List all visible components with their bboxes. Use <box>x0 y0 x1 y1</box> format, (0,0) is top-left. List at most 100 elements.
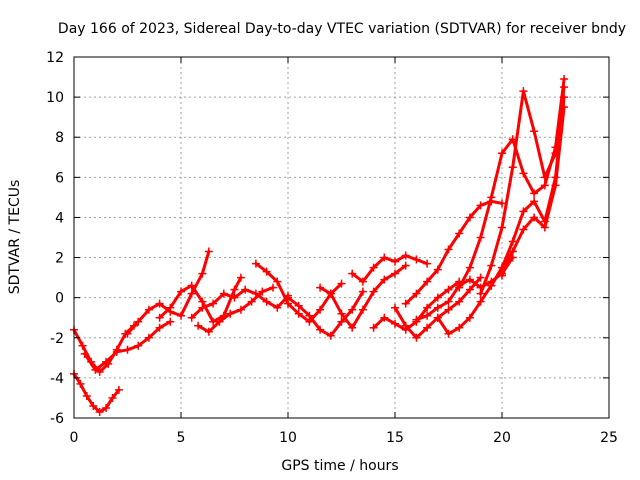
data-point <box>560 83 569 92</box>
data-point <box>177 311 185 320</box>
y-tick-label: -4 <box>50 371 64 387</box>
data-point <box>112 347 121 356</box>
data-point <box>423 323 432 332</box>
series-line <box>318 264 408 330</box>
x-tick-label: 15 <box>386 430 404 446</box>
data-point <box>236 305 245 314</box>
series-arc-19 <box>487 93 569 290</box>
series-arc-11 <box>348 251 432 286</box>
data-point <box>262 267 271 276</box>
data-point <box>560 103 569 112</box>
data-point <box>551 181 560 190</box>
data-point <box>423 303 432 312</box>
data-point <box>508 237 517 246</box>
data-point <box>348 323 357 332</box>
series-arc-20 <box>498 103 569 280</box>
data-point <box>444 285 453 294</box>
plot-frame <box>73 56 610 419</box>
data-point <box>187 313 196 322</box>
data-point <box>444 245 453 254</box>
data-point <box>358 305 367 314</box>
data-point <box>487 281 496 290</box>
data-point <box>433 313 442 322</box>
data-point <box>369 263 378 272</box>
data-point <box>230 293 239 302</box>
data-point <box>476 297 485 306</box>
x-axis-title: GPS time / hours <box>281 458 398 474</box>
data-point <box>465 313 474 322</box>
series-line <box>72 324 136 374</box>
data-point <box>391 319 399 328</box>
data-point <box>358 277 367 286</box>
y-axis-title: SDTVAR / TECUs <box>7 180 23 295</box>
y-tick-label: -6 <box>50 411 64 427</box>
data-point <box>316 283 325 292</box>
data-point <box>155 299 164 308</box>
data-point <box>433 265 442 274</box>
data-point <box>412 289 421 298</box>
data-point <box>284 293 292 302</box>
data-point <box>369 287 378 296</box>
data-point <box>114 385 123 394</box>
data-point <box>273 303 282 312</box>
data-point <box>198 269 207 278</box>
x-tick-label: 20 <box>493 430 511 446</box>
data-point <box>76 379 85 388</box>
data-point <box>465 263 474 272</box>
data-point <box>269 283 278 292</box>
data-point <box>262 297 271 306</box>
data-point <box>444 305 453 314</box>
data-point <box>337 309 346 318</box>
y-tick-label: -2 <box>50 331 64 347</box>
data-point <box>209 299 218 308</box>
data-point <box>215 317 224 326</box>
data-point <box>465 275 474 284</box>
data-point <box>433 303 442 312</box>
data-point <box>198 303 207 312</box>
series-arc-4 <box>123 247 213 338</box>
y-tick-label: 6 <box>55 170 64 186</box>
data-point <box>258 287 267 296</box>
data-point <box>455 283 464 292</box>
series-line <box>83 320 172 372</box>
data-point <box>412 315 421 324</box>
series-arc-7 <box>194 283 278 336</box>
data-point <box>380 313 389 322</box>
data-point <box>391 257 399 266</box>
y-tick-label: 8 <box>55 130 64 146</box>
data-point <box>444 329 453 338</box>
data-point <box>369 323 378 332</box>
data-point <box>519 225 528 234</box>
data-point <box>348 269 357 278</box>
data-point <box>423 277 432 286</box>
data-point <box>560 75 569 84</box>
data-point <box>508 163 517 172</box>
data-point <box>177 287 185 296</box>
data-point <box>247 297 256 306</box>
series-line <box>72 372 121 414</box>
data-point <box>412 255 421 264</box>
data-point <box>123 345 132 354</box>
series-line <box>196 286 275 334</box>
data-point <box>519 169 528 178</box>
data-point <box>273 277 282 286</box>
data-point <box>455 229 464 238</box>
y-tick-label: 12 <box>46 50 64 66</box>
x-tick-label: 5 <box>177 430 186 446</box>
chart-title: Day 166 of 2023, Sidereal Day-to-day VTE… <box>58 21 626 37</box>
x-tick-label: 10 <box>279 430 297 446</box>
data-point <box>530 189 539 198</box>
series-arc-3 <box>80 317 175 374</box>
series-arc-1 <box>70 369 123 416</box>
data-point <box>401 299 410 308</box>
data-point <box>226 309 235 318</box>
data-point <box>455 323 464 332</box>
y-tick-label: 4 <box>55 210 64 226</box>
data-point <box>155 313 164 322</box>
data-point <box>530 213 539 222</box>
data-point <box>305 311 314 320</box>
series-line <box>286 290 365 338</box>
data-point <box>540 223 549 232</box>
data-point <box>498 223 506 232</box>
